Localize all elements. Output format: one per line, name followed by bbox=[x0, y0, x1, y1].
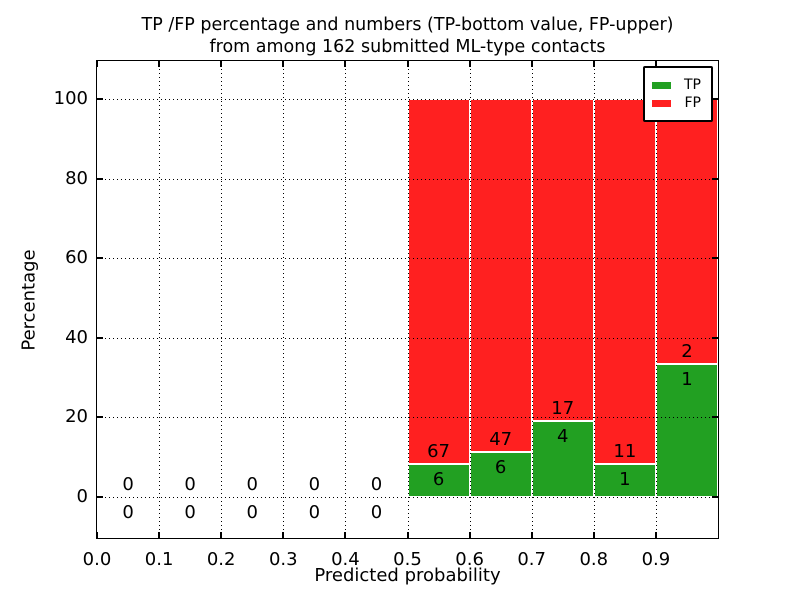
x-gridline bbox=[407, 61, 409, 538]
x-gridline bbox=[159, 61, 161, 538]
x-gridline bbox=[221, 61, 223, 538]
x-tick-label: 0.5 bbox=[393, 549, 422, 570]
y-tick-mark bbox=[712, 416, 718, 419]
x-tick-mark bbox=[468, 532, 471, 538]
legend-item: FP bbox=[652, 95, 701, 111]
tp-count-annotation: 1 bbox=[619, 468, 631, 490]
y-tick-mark bbox=[97, 98, 103, 100]
y-tick-mark bbox=[712, 336, 718, 339]
bar-fp-segment bbox=[655, 99, 718, 365]
fp-count-annotation: 17 bbox=[551, 398, 575, 420]
fp-count-annotation: 11 bbox=[613, 440, 637, 462]
y-tick-mark bbox=[712, 98, 718, 100]
tp-count-annotation: 0 bbox=[308, 502, 321, 523]
legend-item-label: FP bbox=[684, 95, 702, 111]
tp-count-annotation: 0 bbox=[122, 502, 134, 523]
x-tick-mark bbox=[406, 532, 409, 538]
y-tick-mark bbox=[97, 496, 103, 498]
fp-count-annotation: 0 bbox=[308, 474, 321, 495]
y-tick-label: 100 bbox=[53, 88, 88, 109]
x-tick-label: 0.4 bbox=[331, 549, 360, 570]
y-tick-label: 80 bbox=[65, 167, 88, 189]
x-tick-label: 0.8 bbox=[579, 549, 609, 570]
x-tick-label: 0.2 bbox=[206, 549, 236, 570]
bar-fp-segment bbox=[407, 99, 470, 465]
bar-fp-segment bbox=[469, 99, 532, 452]
tp-count-annotation: 1 bbox=[681, 369, 693, 391]
x-tick-mark bbox=[282, 61, 285, 67]
x-tick-label: 0.0 bbox=[82, 549, 112, 570]
x-tick-mark bbox=[344, 61, 347, 67]
y-tick-label: 0 bbox=[76, 486, 88, 507]
tp-count-annotation: 0 bbox=[246, 502, 258, 523]
legend-item-label: TP bbox=[684, 77, 701, 93]
chart-title: TP /FP percentage and numbers (TP-bottom… bbox=[96, 14, 719, 58]
x-tick-mark bbox=[468, 61, 471, 67]
fp-count-annotation: 0 bbox=[370, 474, 383, 495]
x-tick-mark bbox=[158, 61, 161, 67]
x-tick-label: 0.6 bbox=[455, 549, 484, 570]
x-tick-label: 0.7 bbox=[517, 549, 546, 570]
x-tick-label: 0.1 bbox=[144, 549, 174, 570]
x-tick-mark bbox=[220, 532, 223, 538]
y-tick-mark bbox=[712, 177, 718, 180]
x-tick-mark bbox=[220, 61, 223, 67]
x-tick-mark bbox=[654, 532, 657, 538]
x-tick-mark bbox=[530, 61, 533, 67]
fp-count-annotation: 0 bbox=[122, 474, 134, 495]
x-tick-mark bbox=[592, 61, 595, 67]
y-tick-mark bbox=[712, 496, 718, 498]
y-tick-mark bbox=[712, 257, 718, 260]
x-tick-mark bbox=[530, 532, 533, 538]
x-tick-label: 0.9 bbox=[641, 549, 671, 570]
fp-count-annotation: 0 bbox=[246, 474, 258, 495]
chart-title-line2: from among 162 submitted ML-type contact… bbox=[209, 37, 606, 57]
y-tick-mark bbox=[97, 257, 103, 260]
legend-swatch bbox=[652, 99, 671, 107]
x-tick-mark bbox=[654, 61, 657, 67]
tp-count-annotation: 4 bbox=[557, 426, 569, 448]
tp-count-annotation: 6 bbox=[432, 469, 445, 491]
x-gridline bbox=[283, 61, 285, 538]
fp-count-annotation: 0 bbox=[184, 474, 196, 495]
x-gridline bbox=[655, 61, 657, 538]
chart-title-line1: TP /FP percentage and numbers (TP-bottom… bbox=[141, 15, 674, 35]
x-gridline bbox=[593, 61, 595, 538]
x-axis-label: Predicted probability bbox=[314, 565, 501, 586]
y-tick-label: 60 bbox=[65, 247, 88, 269]
fp-count-annotation: 2 bbox=[681, 341, 693, 363]
bar-fp-segment bbox=[531, 99, 594, 422]
x-tick-mark bbox=[96, 61, 98, 67]
tp-count-annotation: 6 bbox=[494, 456, 507, 478]
x-tick-mark bbox=[282, 532, 285, 538]
bar-tp-segment bbox=[531, 421, 594, 497]
x-tick-mark bbox=[344, 532, 347, 538]
x-gridline bbox=[531, 61, 533, 538]
y-tick-mark bbox=[97, 336, 103, 339]
legend-swatch bbox=[652, 81, 671, 89]
legend-item: TP bbox=[652, 77, 701, 93]
bar-tp-segment bbox=[593, 463, 656, 497]
x-gridline bbox=[345, 61, 347, 538]
tp-count-annotation: 0 bbox=[370, 502, 383, 523]
fp-count-annotation: 47 bbox=[489, 428, 513, 450]
legend: TP FP bbox=[643, 66, 713, 122]
bar-fp-segment bbox=[593, 99, 656, 464]
tp-count-annotation: 0 bbox=[184, 502, 196, 523]
y-tick-mark bbox=[97, 416, 103, 419]
y-tick-mark bbox=[97, 177, 103, 180]
y-tick-label: 40 bbox=[65, 326, 88, 348]
x-tick-mark bbox=[592, 532, 595, 538]
x-tick-mark bbox=[96, 532, 98, 538]
bar-tp-segment bbox=[407, 464, 470, 497]
x-tick-label: 0.3 bbox=[268, 549, 298, 570]
x-tick-mark bbox=[158, 532, 161, 538]
x-tick-mark bbox=[406, 61, 409, 67]
fp-count-annotation: 67 bbox=[427, 441, 450, 463]
plot-area: TP FP 0 0 0 0 0 0 0 0 0 0 67 6 47 6 17 4 11 1 2 1 bbox=[96, 60, 719, 539]
x-gridline bbox=[469, 61, 471, 538]
y-tick-label: 20 bbox=[65, 406, 88, 428]
